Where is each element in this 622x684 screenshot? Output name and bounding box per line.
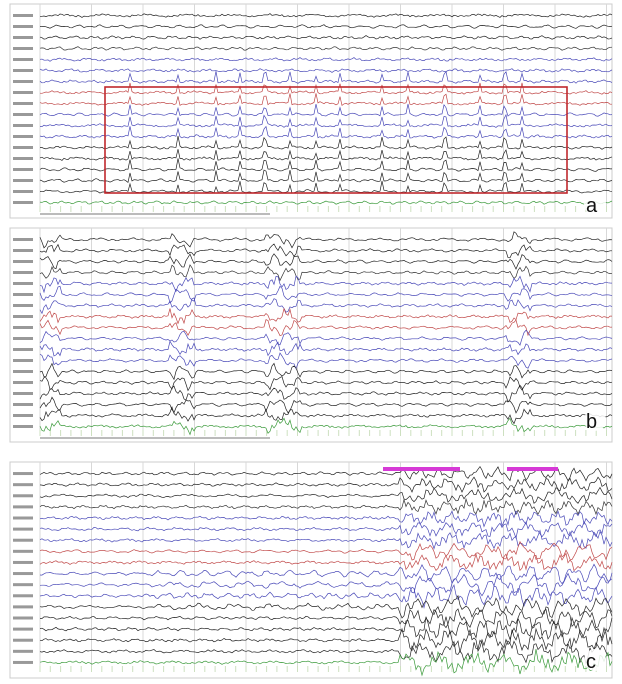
channel-label (13, 146, 33, 149)
channel-label (13, 425, 33, 428)
eeg-panel (10, 462, 612, 678)
channel-label (13, 58, 33, 61)
channel-label (13, 661, 33, 664)
channel-label (13, 605, 33, 608)
channel-label (13, 135, 33, 138)
channel-label (13, 617, 33, 620)
channel-label (13, 168, 33, 171)
channel-label (13, 238, 33, 241)
panel-label: a (586, 195, 598, 217)
channel-label (13, 528, 33, 531)
channel-label (13, 539, 33, 542)
channel-label (13, 381, 33, 384)
channel-label (13, 157, 33, 160)
channel-label (13, 271, 33, 274)
channel-label (13, 124, 33, 127)
channel-label (13, 113, 33, 116)
channel-label (13, 260, 33, 263)
channel-label (13, 517, 33, 520)
marker-bar (507, 467, 558, 471)
channel-label (13, 650, 33, 653)
eeg-panel (10, 228, 612, 442)
footer-text (40, 213, 270, 215)
channel-label (13, 91, 33, 94)
channel-label (13, 69, 33, 72)
panel-label: c (586, 651, 596, 673)
channel-label (13, 249, 33, 252)
channel-label (13, 80, 33, 83)
eeg-figure: a b c (0, 0, 622, 684)
channel-label (13, 36, 33, 39)
channel-label (13, 561, 33, 564)
channel-label (13, 583, 33, 586)
channel-label (13, 337, 33, 340)
channel-label (13, 550, 33, 553)
channel-label (13, 179, 33, 182)
channel-label (13, 472, 33, 475)
channel-label (13, 628, 33, 631)
channel-label (13, 594, 33, 597)
channel-label (13, 190, 33, 193)
channel-label (13, 572, 33, 575)
channel-label (13, 304, 33, 307)
channel-label (13, 293, 33, 296)
footer-text (40, 437, 270, 439)
channel-label (13, 639, 33, 642)
channel-label (13, 494, 33, 497)
panel-frame (10, 228, 612, 442)
channel-label (13, 505, 33, 508)
channel-label (13, 359, 33, 362)
panel-frame (10, 462, 612, 678)
panel-label: b (586, 411, 597, 433)
channel-label (13, 14, 33, 17)
eeg-panel (10, 4, 612, 218)
channel-label (13, 326, 33, 329)
channel-label (13, 483, 33, 486)
channel-label (13, 348, 33, 351)
channel-label (13, 47, 33, 50)
channel-label (13, 315, 33, 318)
channel-label (13, 414, 33, 417)
marker-bar (383, 467, 460, 471)
channel-label (13, 392, 33, 395)
channel-label (13, 370, 33, 373)
channel-label (13, 282, 33, 285)
channel-label (13, 201, 33, 204)
channel-label (13, 403, 33, 406)
channel-label (13, 102, 33, 105)
channel-label (13, 25, 33, 28)
